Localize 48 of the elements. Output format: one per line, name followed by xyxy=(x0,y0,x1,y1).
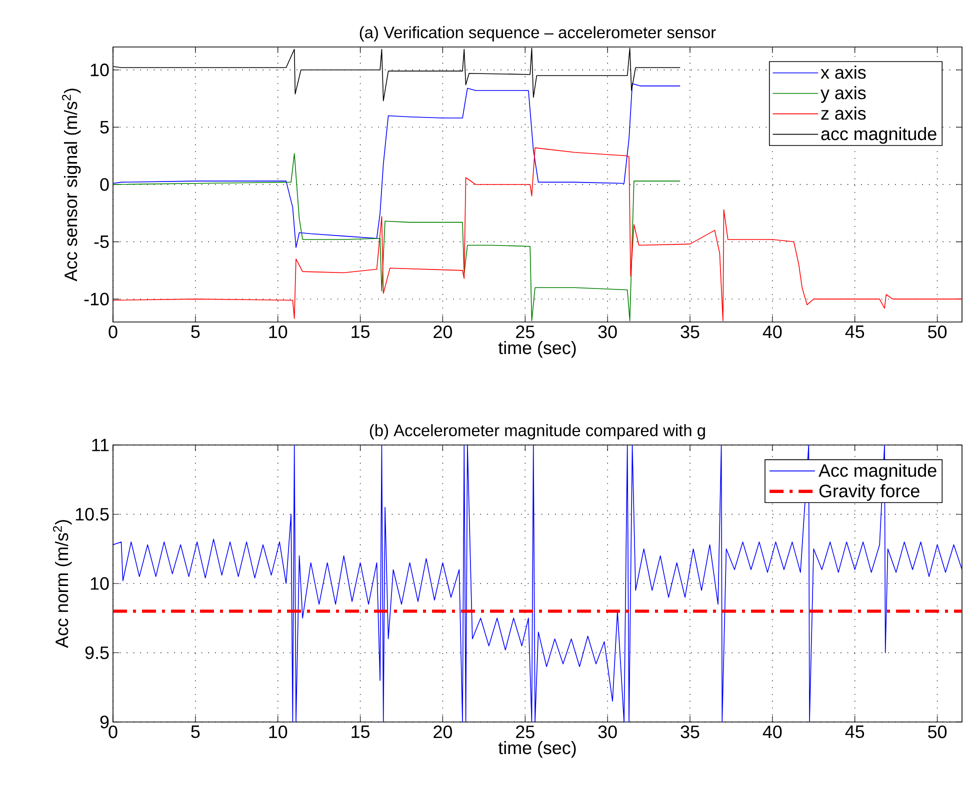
x-tick-label: 40 xyxy=(762,726,782,738)
y-tick-label: 10 xyxy=(90,64,109,76)
x-tick-label: 5 xyxy=(191,326,200,338)
line-series xyxy=(113,153,681,322)
x-tick-label: 35 xyxy=(680,726,700,738)
x-tick-label: 20 xyxy=(434,726,452,738)
line-series xyxy=(113,83,681,248)
x-tick-label: 10 xyxy=(269,326,288,338)
x-tick-label: 0 xyxy=(108,326,118,338)
x-tick-label: 30 xyxy=(598,726,617,738)
y-axis-title: Acc norm (m/s$^{2}$) xyxy=(53,520,72,648)
x-tick-label: 35 xyxy=(680,326,700,338)
legend-label: x axis xyxy=(820,66,866,79)
x-tick-label: 45 xyxy=(845,726,864,738)
chart-title: (b) Accelerometer magnitude compared with g xyxy=(370,424,705,440)
x-tick-label: 45 xyxy=(845,326,864,338)
line-series xyxy=(113,445,962,722)
y-axis-title: Acc sensor signal (m/s$^{2}$) xyxy=(62,88,81,282)
y-tick-label: -10 xyxy=(84,292,109,306)
y-tick-label: 9.5 xyxy=(85,646,109,660)
x-tick-label: 40 xyxy=(762,326,782,338)
x-tick-label: 30 xyxy=(598,326,617,338)
x-tick-label: 25 xyxy=(516,326,534,338)
x-tick-label: 50 xyxy=(928,726,947,738)
x-tick-label: 15 xyxy=(352,726,370,738)
x-tick-label: 15 xyxy=(352,326,370,338)
y-tick-label: 10 xyxy=(90,577,109,590)
x-tick-label: 5 xyxy=(191,726,200,738)
legend-label: Acc magnitude xyxy=(818,464,936,480)
y-tick-label: -5 xyxy=(94,236,109,248)
y-tick-label: 10.5 xyxy=(76,508,109,521)
line-series xyxy=(113,147,962,322)
legend-label: z axis xyxy=(821,106,866,120)
x-axis-title: time (sec) xyxy=(498,341,576,358)
x-tick-label: 25 xyxy=(516,726,534,738)
x-tick-label: 0 xyxy=(108,726,118,738)
y-tick-label: 11 xyxy=(92,438,109,452)
x-tick-label: 10 xyxy=(269,726,288,738)
chart-title: (a) Verification sequence – accelerometer sensor xyxy=(360,26,716,42)
y-tick-label: 9 xyxy=(100,716,109,728)
x-tick-label: 50 xyxy=(928,326,947,338)
legend-label: y axis xyxy=(820,86,866,103)
x-tick-label: 20 xyxy=(434,326,452,338)
legend-label: acc magnitude xyxy=(821,127,936,144)
y-tick-label: 5 xyxy=(100,120,109,134)
legend-label: Gravity force xyxy=(819,484,920,501)
x-axis-title: time (sec) xyxy=(498,741,576,758)
y-tick-label: 0 xyxy=(100,178,109,191)
